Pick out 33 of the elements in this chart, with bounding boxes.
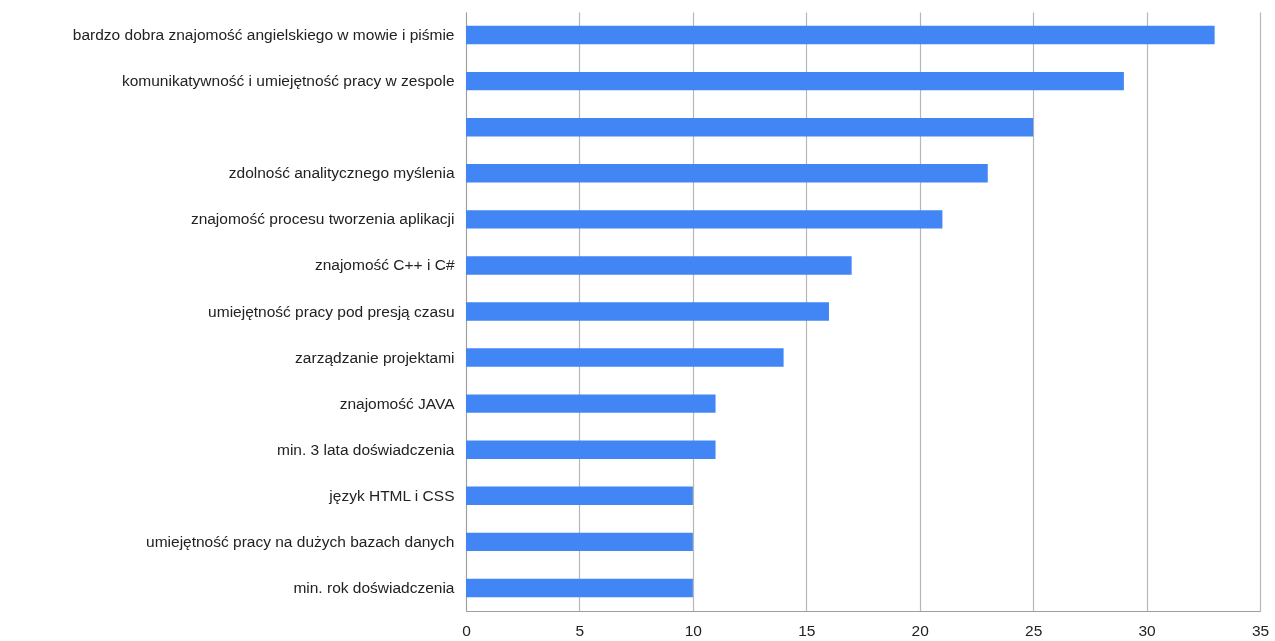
y-tick-label: znajomość JAVA (339, 394, 456, 412)
y-tick-label: min. rok doświadczenia (293, 578, 455, 596)
bar (466, 440, 716, 459)
bar (466, 394, 716, 413)
x-tick-label: 20 (911, 621, 930, 639)
y-tick-label: zarządzanie projektami (295, 348, 455, 366)
bar (466, 578, 693, 598)
y-tick-label: bardzo dobra znajomość angielskiego w mowie i piśmie (72, 26, 455, 44)
bar (466, 348, 784, 367)
y-tick-label: język HTML i CSS (328, 486, 455, 504)
bar (466, 256, 852, 275)
bar (466, 71, 1124, 91)
bar (466, 486, 693, 506)
y-tick-label: umiejętność pracy na dużych bazach danych (146, 532, 455, 550)
y-tick-label: komunikatywność i umiejętność pracy w zespole (121, 72, 455, 90)
x-tick-label: 35 (1251, 621, 1270, 639)
bar (466, 117, 1034, 137)
bar (466, 302, 829, 321)
y-tick-label: znajomość C++ i C# (314, 256, 455, 274)
x-tick-label: 0 (462, 621, 472, 639)
y-tick-label: umiejętność pracy pod presją czasu (208, 302, 455, 320)
x-tick-label: 5 (575, 621, 585, 639)
x-tick-label: 10 (684, 621, 703, 639)
bar (466, 164, 988, 183)
y-tick-label: min. 3 lata doświadczenia (277, 440, 455, 458)
x-tick-label: 15 (798, 621, 816, 639)
x-tick-label: 25 (1025, 621, 1043, 639)
x-tick-label: 30 (1138, 621, 1157, 639)
bar (466, 210, 943, 229)
y-tick-label: znajomość procesu tworzenia aplikacji (190, 210, 455, 228)
bar (466, 532, 693, 552)
bar (466, 25, 1215, 45)
y-tick-label: zdolność analitycznego myślenia (228, 164, 455, 182)
